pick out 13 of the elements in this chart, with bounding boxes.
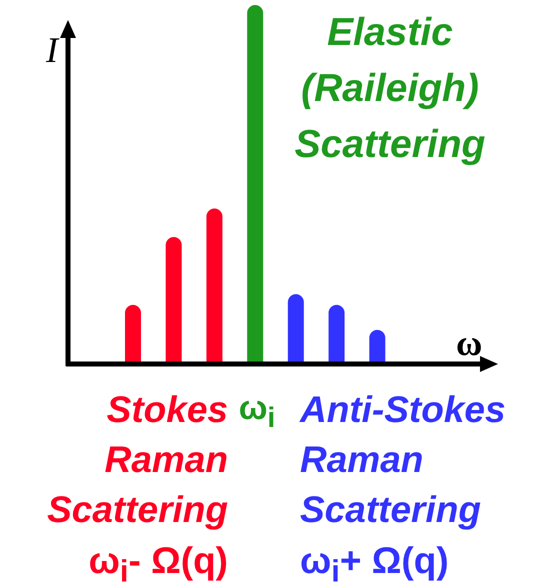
annotation: Elastic (Raileigh) Scattering bbox=[294, 10, 486, 168]
bar bbox=[166, 237, 182, 362]
text: ω$_{i}$- Ω(q) bbox=[88, 539, 228, 586]
x-axis-title: ω bbox=[456, 323, 482, 363]
bar bbox=[125, 304, 141, 362]
bar bbox=[328, 304, 345, 362]
bar bbox=[206, 208, 222, 362]
bar bbox=[288, 294, 304, 362]
bar bbox=[247, 5, 264, 362]
bar bbox=[369, 330, 386, 362]
text: ω$_{i}$ bbox=[238, 388, 276, 436]
y-axis-title: I bbox=[45, 30, 60, 70]
text: ω$_{i}$+ Ω(q) bbox=[300, 539, 450, 586]
